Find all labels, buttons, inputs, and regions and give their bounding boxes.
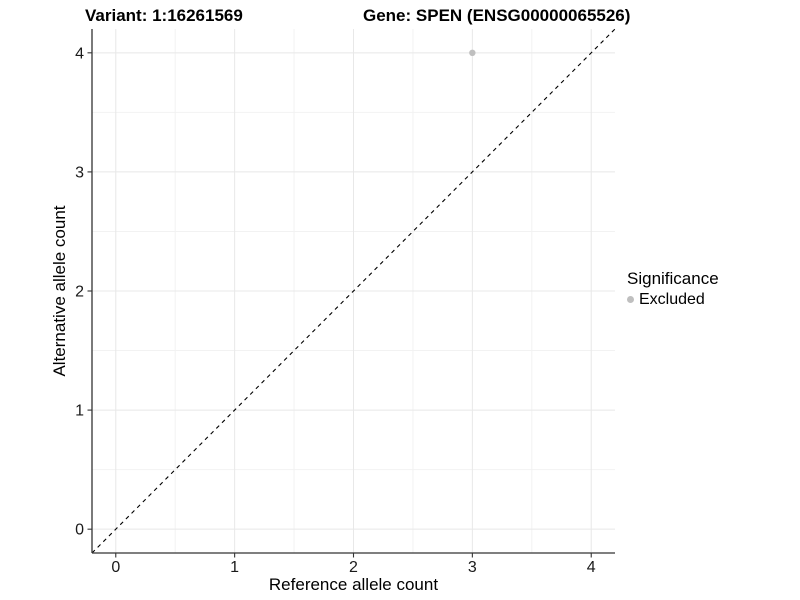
legend-item-label: Excluded [639, 291, 705, 308]
y-tick-label: 4 [75, 45, 84, 62]
x-tick-label: 3 [468, 559, 477, 576]
plot-title-variant: Variant: 1:16261569 [85, 6, 243, 25]
x-axis-title: Reference allele count [268, 575, 439, 594]
y-axis-title: Alternative allele count [50, 205, 69, 377]
legend-title: Significance [627, 269, 719, 288]
y-tick-label: 1 [75, 403, 84, 420]
y-tick-label: 2 [75, 284, 84, 301]
y-tick-label: 0 [75, 522, 84, 539]
y-tick-label: 3 [75, 164, 84, 181]
identity-line [91, 28, 616, 554]
x-tick-label: 0 [111, 559, 120, 576]
x-tick-label: 2 [349, 559, 358, 576]
plot-title-gene: Gene: SPEN (ENSG00000065526) [363, 6, 631, 25]
legend: Significance Excluded [627, 268, 719, 309]
x-tick-label: 1 [230, 559, 239, 576]
data-point [469, 49, 476, 57]
x-tick-label: 4 [587, 559, 596, 576]
legend-item-excluded: Excluded [627, 290, 719, 309]
excluded-point-icon [627, 296, 634, 303]
